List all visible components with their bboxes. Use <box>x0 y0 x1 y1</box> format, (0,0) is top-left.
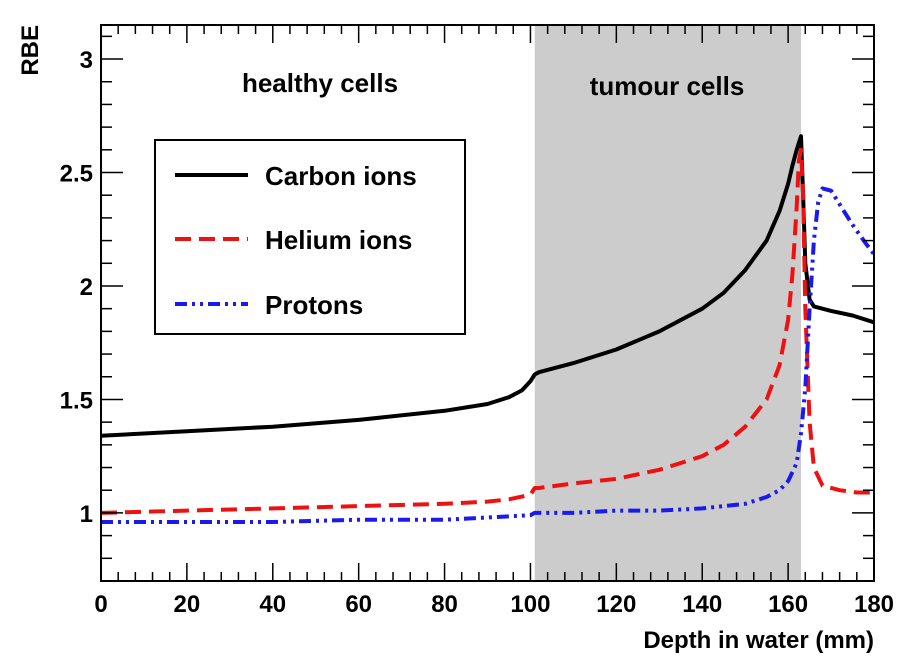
x-tick-label: 120 <box>596 591 636 618</box>
plot-frame <box>100 24 875 582</box>
healthy-cells-label: healthy cells <box>242 68 398 98</box>
x-tick-label: 0 <box>94 591 107 618</box>
legend: Carbon ions Helium ions Protons <box>154 139 466 335</box>
x-tick-label: 40 <box>259 591 286 618</box>
series-layer <box>100 134 876 524</box>
x-tick-label: 180 <box>854 591 894 618</box>
x-tick-label: 80 <box>431 591 458 618</box>
y-tick-label: 2.5 <box>60 161 93 188</box>
series-line-protons <box>101 186 876 524</box>
regions-layer <box>534 25 801 581</box>
x-axis-title: Depth in water (mm) <box>643 627 874 654</box>
legend-label-protons: Protons <box>265 290 363 320</box>
legend-label-helium-ions: Helium ions <box>265 225 412 255</box>
x-tick-label: 60 <box>345 591 372 618</box>
x-tick-label: 20 <box>174 591 201 618</box>
x-tick-label: 160 <box>768 591 808 618</box>
x-tick-label: 100 <box>510 591 550 618</box>
y-axis-title: RBE <box>17 25 44 76</box>
series-line-helium-ions <box>100 147 874 515</box>
tumour-region-shading <box>534 25 801 581</box>
y-tick-label: 3 <box>80 47 93 74</box>
y-tick-label: 1.5 <box>60 387 93 414</box>
tumour-cells-label: tumour cells <box>590 71 745 101</box>
y-tick-label: 2 <box>80 274 93 301</box>
y-tick-label: 1 <box>80 501 93 528</box>
legend-label-carbon-ions: Carbon ions <box>265 161 417 191</box>
x-tick-label: 140 <box>682 591 722 618</box>
axes-layer <box>100 24 875 582</box>
labels-layer: 0 20 40 60 80 100 120 140 160 180 1 1.5 2 2.5 3 Depth i… <box>17 25 894 654</box>
